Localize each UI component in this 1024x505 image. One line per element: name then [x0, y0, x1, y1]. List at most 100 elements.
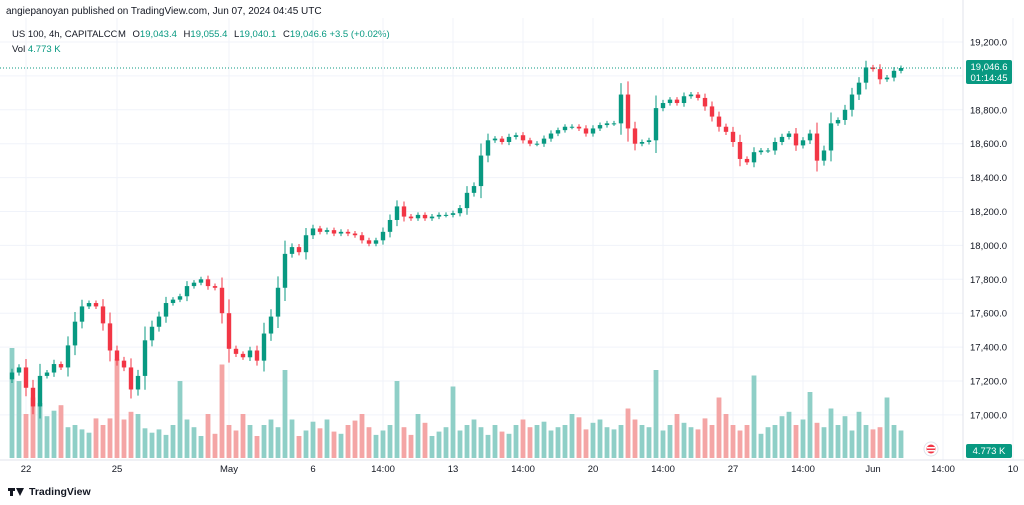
candle-body [366, 240, 372, 244]
time-tick-label: 13 [448, 464, 459, 475]
candle-body [821, 150, 827, 161]
volume-bar [51, 410, 57, 458]
candle-body [604, 123, 610, 126]
volume-bar [611, 429, 617, 458]
candle-body [548, 133, 554, 139]
candle-body [387, 219, 393, 232]
volume-bar [317, 428, 323, 458]
volume-bar [863, 425, 869, 458]
volume-bar [450, 386, 456, 458]
open-value: 19,043.4 [139, 29, 177, 40]
volume-bar [44, 416, 50, 458]
time-tick-label: 14:00 [791, 464, 815, 475]
volume-bar [828, 408, 834, 458]
volume-bar [373, 434, 379, 458]
candle-body [177, 296, 183, 300]
volume-bar [233, 430, 239, 458]
candle-body [716, 116, 722, 127]
volume-bar [394, 381, 400, 458]
volume-bar [226, 425, 232, 458]
time-tick-label: Jun [865, 464, 880, 475]
volume-bar [898, 430, 904, 458]
footer-brand[interactable]: TradingView [8, 486, 91, 498]
symbol-label[interactable]: US 100, 4h, CAPITALCOM [12, 29, 126, 40]
candle-body [884, 77, 890, 80]
volume-bar [744, 425, 750, 458]
price-tick-label: 17,400.0 [970, 343, 1007, 354]
volume-bar [65, 427, 71, 458]
candle-body [569, 126, 575, 128]
volume-bar [667, 425, 673, 458]
volume-bar [541, 421, 547, 458]
volume-bar [884, 397, 890, 458]
flag-icon[interactable] [923, 441, 939, 457]
price-tick-label: 18,400.0 [970, 173, 1007, 184]
candle-body [100, 306, 106, 324]
volume-bar [345, 425, 351, 458]
candle-body [723, 126, 729, 132]
candle-body [352, 233, 358, 236]
candle-body [562, 126, 568, 131]
volume-bar [149, 432, 155, 458]
candle-body [478, 155, 484, 187]
candle-body [422, 214, 428, 219]
candle-body [16, 367, 22, 373]
volume-bar [30, 397, 36, 458]
time-tick-label: 22 [21, 464, 32, 475]
volume-bar [870, 429, 876, 458]
volume-bar [625, 408, 631, 458]
candle-body [534, 143, 540, 145]
last-price-badge-bg [966, 60, 1012, 85]
candle-body [233, 348, 239, 354]
volume-bar [653, 370, 659, 458]
volume-bar [212, 433, 218, 458]
candle-body [226, 313, 232, 349]
candle-body [702, 97, 708, 107]
close-label: C [282, 29, 290, 40]
time-tick-label: 14:00 [651, 464, 675, 475]
volume-bar [324, 419, 330, 458]
candle-body [303, 235, 309, 253]
price-tick-label: 18,200.0 [970, 207, 1007, 218]
candle-body [219, 287, 225, 314]
candle-body [436, 214, 442, 217]
candle-body [513, 135, 519, 137]
volume-bar [289, 419, 295, 458]
candle-body [786, 133, 792, 137]
volume-bar [58, 405, 64, 458]
volume-bar [716, 397, 722, 458]
candle-body [408, 216, 414, 219]
volume-bar [646, 427, 652, 458]
volume-bar [464, 425, 470, 458]
candle-body [681, 96, 687, 104]
volume-bar [128, 411, 134, 458]
volume-bar [604, 427, 610, 458]
volume-bar [121, 419, 127, 458]
candle-body [464, 192, 470, 209]
candle-body [93, 303, 99, 307]
volume-bar [79, 429, 85, 458]
candle-body [667, 99, 673, 104]
price-tick-label: 18,000.0 [970, 241, 1007, 252]
volume-bar [247, 425, 253, 458]
volume-bar [471, 419, 477, 458]
candle-body [492, 138, 498, 141]
candle-body [779, 136, 785, 143]
volume-bar [632, 419, 638, 458]
volume-label: Vol [12, 44, 26, 55]
candle-body [842, 109, 848, 120]
volume-bar [352, 420, 358, 458]
candle-body [142, 340, 148, 376]
candle-body [485, 140, 491, 156]
volume-row: Vol 4.773 K [12, 42, 390, 57]
volume-bar [338, 433, 344, 458]
candle-body [128, 367, 134, 390]
volume-bar [765, 427, 771, 458]
candle-body [170, 299, 176, 304]
candle-body [828, 123, 834, 151]
candle-body [793, 133, 799, 146]
volume-bar [359, 414, 365, 458]
candle-body [555, 130, 561, 134]
volume-bar [681, 422, 687, 458]
